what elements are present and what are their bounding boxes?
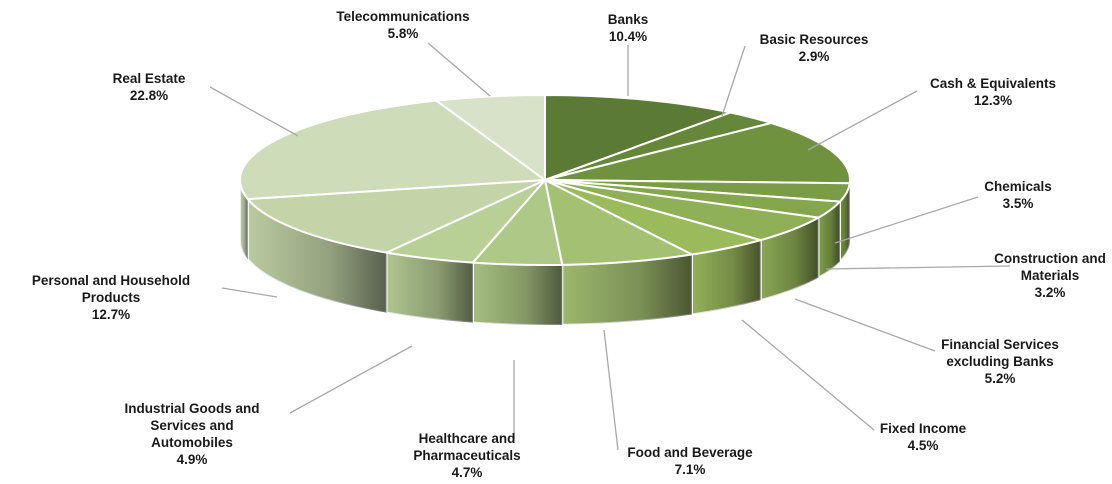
label-personal-and-household-products: Personal and Household Products 12.7% (32, 273, 190, 322)
slice-banks (544, 94, 732, 181)
leader-line-food-and-beverage (603, 329, 619, 451)
leader-line-real-estate (209, 86, 299, 137)
slice-label-line: Fixed Income (880, 421, 967, 436)
label-basic-resources: Basic Resources 2.9% (760, 32, 869, 64)
slice-value: 10.4% (609, 29, 647, 44)
slice-label-line: Products (82, 290, 141, 305)
slice-label-line: Automobiles (151, 435, 233, 450)
label-food-and-beverage: Food and Beverage 7.1% (627, 445, 753, 477)
slice-label-line: Services and (150, 418, 233, 433)
label-financial-services-excluding-banks: Financial Services excluding Banks 5.2% (941, 337, 1059, 386)
leader-line-personal-and-household-products (221, 287, 278, 298)
pie-side-walls (239, 179, 851, 326)
label-construction-and-materials: Construction and Materials 3.2% (994, 251, 1106, 300)
label-fixed-income: Fixed Income 4.5% (880, 421, 967, 453)
label-real-estate: Real Estate 22.8% (113, 71, 186, 103)
label-cash-equivalents: Cash & Equivalents 12.3% (930, 76, 1056, 108)
slice-label-line: Financial Services (941, 337, 1059, 352)
leader-line-fixed-income (741, 319, 875, 431)
label-healthcare-and-pharmaceuticals: Healthcare and Pharmaceuticals 4.7% (413, 431, 520, 480)
slice-cash-equivalents (544, 121, 851, 185)
label-chemicals: Chemicals 3.5% (984, 179, 1052, 211)
slice-label-line: Banks (608, 12, 649, 27)
leader-line-financial-services-excluding-banks (794, 298, 936, 352)
side-wall-construction-and-materials (817, 199, 841, 280)
slice-value: 3.5% (1003, 196, 1034, 211)
side-wall-fixed-income (690, 238, 762, 316)
slice-label-line: Telecommunications (336, 9, 469, 24)
slice-value: 2.9% (799, 49, 830, 64)
slice-labels: Banks 10.4% Basic Resources 2.9% Cash & Equi… (32, 9, 1106, 480)
slice-label-line: Pharmaceuticals (413, 448, 520, 463)
slice-label-line: excluding Banks (946, 354, 1053, 369)
leader-line-basic-resources (721, 45, 746, 117)
slice-label-line: Real Estate (113, 71, 186, 86)
slice-label-line: Chemicals (984, 179, 1052, 194)
slice-value: 4.7% (452, 465, 483, 480)
label-telecommunications: Telecommunications 5.8% (336, 9, 469, 41)
side-wall-food-and-beverage (561, 253, 693, 326)
slice-label-line: Basic Resources (760, 32, 869, 47)
slice-label-line: Personal and Household (32, 273, 190, 288)
slice-value: 4.9% (177, 452, 208, 467)
pie-top-faces (239, 94, 851, 266)
slice-label-line: Materials (1021, 268, 1080, 283)
label-banks: Banks 10.4% (608, 12, 649, 44)
slice-value: 12.7% (92, 307, 130, 322)
slice-value: 7.1% (675, 462, 706, 477)
slice-label-line: Healthcare and (419, 431, 516, 446)
slice-value: 3.2% (1035, 285, 1066, 300)
side-wall-industrial-goods-and-services-and-automobiles (385, 251, 474, 324)
leader-line-chemicals (834, 196, 979, 244)
side-wall-financial-services-excluding-banks (759, 215, 820, 302)
slice-value: 5.2% (985, 371, 1016, 386)
leader-line-construction-and-materials (825, 265, 1011, 270)
leader-line-cash-equivalents (807, 90, 918, 151)
slice-label-line: Cash & Equivalents (930, 76, 1056, 91)
slice-label-line: Construction and (994, 251, 1106, 266)
leader-line-telecommunications (427, 42, 491, 97)
leader-lines (209, 42, 1011, 451)
label-industrial-goods-and-services-and-automobiles: Industrial Goods and Services and Automobi… (124, 401, 259, 467)
side-wall-healthcare-and-pharmaceuticals (471, 261, 564, 326)
slice-value: 12.3% (974, 93, 1012, 108)
slice-label-line: Industrial Goods and (124, 401, 259, 416)
slice-value: 22.8% (130, 88, 168, 103)
slice-value: 5.8% (388, 26, 419, 41)
leader-line-industrial-goods-and-services-and-automobiles (289, 345, 413, 414)
slice-food-and-beverage (544, 179, 693, 266)
slice-personal-and-household-products (246, 179, 546, 254)
slice-value: 4.5% (908, 438, 939, 453)
slice-label-line: Food and Beverage (627, 445, 753, 460)
slice-telecommunications (435, 94, 546, 181)
